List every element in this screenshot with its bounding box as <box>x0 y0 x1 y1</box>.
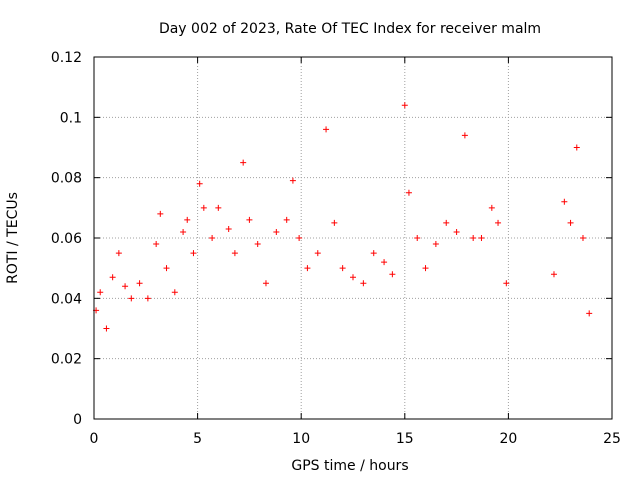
y-tick-label: 0.06 <box>51 231 82 247</box>
roti-point <box>503 280 510 287</box>
roti-point <box>109 274 116 281</box>
roti-point <box>360 280 367 287</box>
roti-point <box>209 235 216 241</box>
y-tick-label: 0.08 <box>51 171 82 187</box>
roti-point <box>478 235 485 241</box>
x-tick-label: 0 <box>90 431 99 447</box>
roti-point <box>184 216 191 223</box>
roti-point <box>157 210 164 217</box>
x-tick-label: 5 <box>193 431 202 447</box>
roti-point <box>381 259 388 266</box>
axis-ticks: 0 5 10 15 20 25 0 0.02 0.04 0.06 0.08 0.1 0.12 <box>51 50 621 447</box>
roti-point <box>215 204 222 211</box>
roti-point <box>561 198 568 205</box>
roti-point <box>240 159 247 166</box>
y-tick-label: 0.1 <box>60 110 82 126</box>
roti-point <box>443 219 450 226</box>
roti-point <box>470 235 477 241</box>
roti-point <box>103 325 110 332</box>
grid <box>94 57 612 419</box>
roti-point <box>550 271 557 278</box>
roti-point <box>314 250 321 257</box>
y-tick-label: 0.04 <box>51 291 82 307</box>
roti-point <box>567 219 574 226</box>
roti-point <box>339 265 346 272</box>
roti-point <box>246 216 253 223</box>
roti-point <box>231 250 238 257</box>
chart-title: Day 002 of 2023, Rate Of TEC Index for r… <box>159 21 541 37</box>
roti-point <box>273 228 280 235</box>
roti-point <box>296 235 303 241</box>
roti-point <box>432 241 439 248</box>
roti-point <box>350 274 356 281</box>
roti-point <box>153 241 160 248</box>
roti-point <box>190 250 197 257</box>
roti-point <box>289 177 296 184</box>
roti-point <box>254 241 261 248</box>
y-axis-label: ROTI / TECUs <box>5 192 21 284</box>
roti-point <box>586 310 593 317</box>
x-tick-label: 20 <box>499 431 517 447</box>
roti-point <box>579 235 586 241</box>
roti-point <box>495 219 502 226</box>
roti-point <box>115 250 122 257</box>
roti-point <box>122 283 129 290</box>
roti-point <box>283 216 290 223</box>
roti-point <box>323 126 330 133</box>
roti-point <box>401 102 408 109</box>
y-tick-label: 0 <box>73 412 82 428</box>
roti-point <box>422 265 429 272</box>
roti-point <box>144 295 151 302</box>
roti-point <box>370 250 377 257</box>
roti-point <box>304 265 311 272</box>
roti-point <box>200 204 207 211</box>
roti-point <box>453 228 460 235</box>
roti-point <box>163 265 170 272</box>
roti-point <box>128 295 135 302</box>
roti-point <box>488 204 495 211</box>
roti-point <box>262 280 269 287</box>
roti-point <box>180 228 187 235</box>
roti-point <box>414 235 421 241</box>
roti-point <box>136 280 143 287</box>
roti-point <box>461 132 468 139</box>
roti-point <box>573 144 580 151</box>
roti-point <box>97 289 104 296</box>
roti-point <box>225 225 232 232</box>
y-tick-label: 0.12 <box>51 50 82 66</box>
x-axis-label: GPS time / hours <box>291 458 408 474</box>
x-tick-label: 15 <box>396 431 414 447</box>
roti-point <box>331 219 338 226</box>
roti-point <box>389 271 396 278</box>
x-tick-label: 10 <box>292 431 310 447</box>
x-tick-label: 25 <box>603 431 621 447</box>
roti-point <box>171 289 178 296</box>
data-points <box>93 102 593 332</box>
roti-point <box>196 180 203 187</box>
y-tick-label: 0.02 <box>51 352 82 368</box>
roti-point <box>405 189 412 196</box>
